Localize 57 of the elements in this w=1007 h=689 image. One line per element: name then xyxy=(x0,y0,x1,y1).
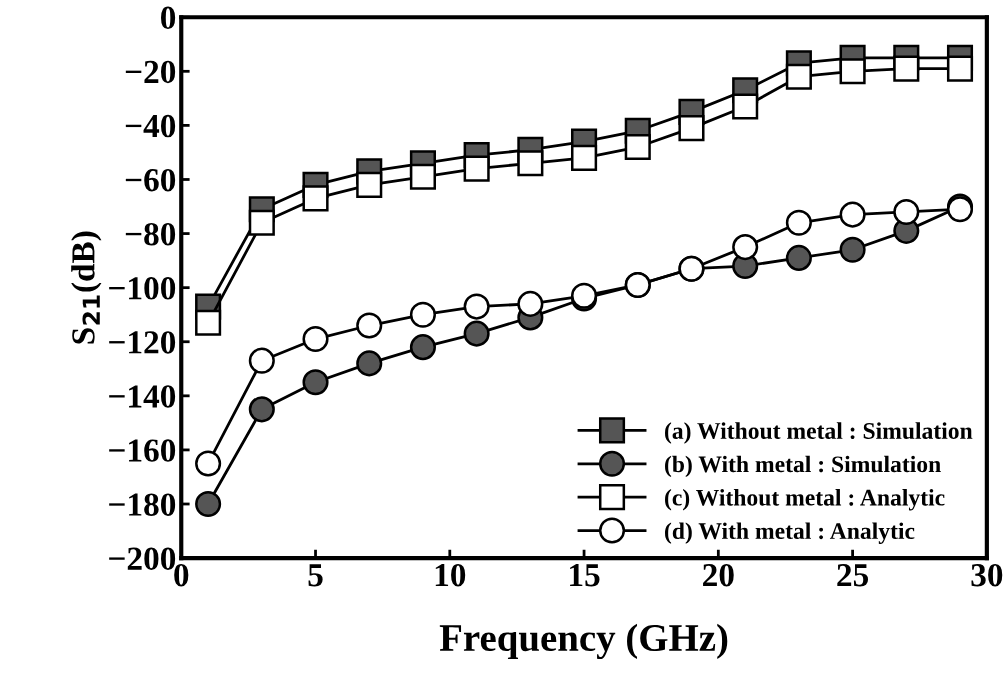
point xyxy=(893,55,920,82)
point xyxy=(248,347,275,374)
point xyxy=(785,244,812,271)
point xyxy=(517,290,544,317)
point xyxy=(409,334,436,361)
legend-label: (a) Without metal : Simulation xyxy=(665,422,973,444)
x-tick-label: 15 xyxy=(570,564,600,587)
point xyxy=(517,150,544,177)
point xyxy=(195,490,222,518)
point xyxy=(946,55,974,82)
point xyxy=(732,93,759,120)
point xyxy=(463,155,490,182)
point xyxy=(839,236,866,263)
y-tick-label: 0 xyxy=(161,6,176,30)
point xyxy=(409,163,436,190)
x-axis-title: Frequency (GHz) xyxy=(439,623,728,660)
point xyxy=(785,209,812,236)
point xyxy=(624,133,651,161)
point xyxy=(248,396,275,423)
point xyxy=(409,301,436,328)
y-tick-label: −160 xyxy=(109,439,176,462)
y-tick-label: −100 xyxy=(109,277,176,300)
point xyxy=(195,309,222,336)
point xyxy=(302,325,329,353)
y-tick-label: −40 xyxy=(125,114,176,138)
point xyxy=(248,209,275,236)
y-tick-label: −200 xyxy=(109,547,176,570)
point xyxy=(195,450,222,477)
legend-label: (d) With metal : Analytic xyxy=(665,522,915,544)
x-tick-label: 30 xyxy=(971,563,1003,587)
point xyxy=(785,63,812,90)
x-tick-label: 20 xyxy=(703,563,734,587)
point xyxy=(356,171,383,198)
x-tick-label: 25 xyxy=(837,564,869,587)
point xyxy=(893,198,920,225)
point xyxy=(571,144,598,171)
y-tick-label: −20 xyxy=(125,60,176,84)
y-tick-label: −60 xyxy=(125,168,176,192)
point xyxy=(302,185,329,212)
legend-label: (b) With metal : Simulation xyxy=(665,455,941,478)
point xyxy=(463,293,490,320)
x-tick-label: 10 xyxy=(435,563,466,587)
point xyxy=(678,115,705,142)
y-axis-title: S$_{21}$(dB) xyxy=(71,231,102,344)
point xyxy=(356,312,383,339)
point xyxy=(356,350,383,377)
y-tick-label: −180 xyxy=(109,493,176,516)
point xyxy=(732,234,759,261)
y-tick-label: −140 xyxy=(109,385,176,408)
point xyxy=(463,320,490,347)
point xyxy=(302,369,329,396)
y-tick-label: −120 xyxy=(109,331,176,354)
x-tick-label: 5 xyxy=(308,564,323,587)
legend-label: (c) Without metal : Analytic xyxy=(665,489,945,511)
point xyxy=(839,58,866,85)
point xyxy=(839,201,866,228)
y-tick-label: −80 xyxy=(125,222,176,246)
